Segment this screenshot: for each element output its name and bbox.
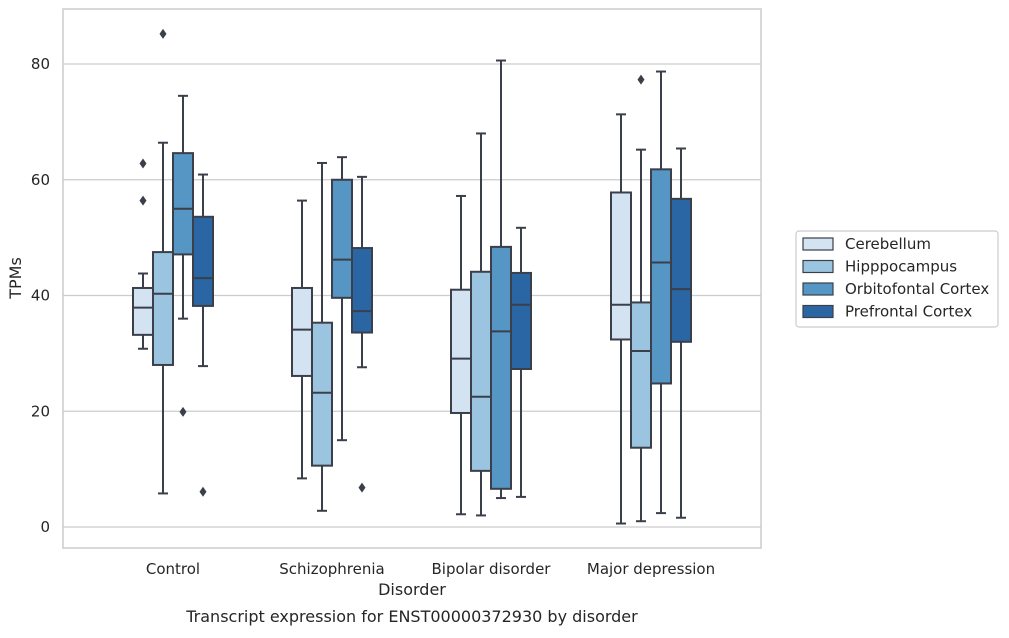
outlier-point [139,195,147,206]
box-iqr [510,271,532,371]
y-tick-label: 0 [40,518,50,536]
y-tick-label: 20 [31,402,50,420]
box-iqr [152,251,174,366]
box-iqr [311,321,333,467]
box-hipppocampus-major-depression [630,74,652,523]
box-iqr [172,152,194,256]
box-orbitofontal-cortex-schizophrenia [331,156,353,442]
box-iqr [610,191,632,341]
box-hipppocampus-bipolar-disorder [470,132,492,517]
x-tick-label: Major depression [587,560,715,578]
box-cerebellum-major-depression [610,113,632,525]
boxes [132,28,692,525]
box-iqr [670,197,692,343]
legend-label: Orbitofontal Cortex [845,280,989,298]
box-orbitofontal-cortex-control [172,94,194,417]
legend: Cerebellum Hipppocampus Orbitofontal Corte… [795,230,999,328]
box-cerebellum-control [132,158,154,350]
box-iqr [291,286,313,377]
box-cerebellum-schizophrenia [291,199,313,480]
outlier-point [159,28,167,39]
box-iqr [351,247,373,334]
y-tick-label: 80 [31,55,50,73]
y-tick-label: 60 [31,171,50,189]
box-iqr [630,301,652,449]
box-cerebellum-bipolar-disorder [450,194,472,516]
box-prefrontal-cortex-major-depression [670,147,692,519]
chart-caption: Transcript expression for ENST0000037293… [185,607,638,626]
legend-label: Hipppocampus [845,258,957,276]
outlier-point [199,486,207,497]
outlier-point [179,406,187,417]
outlier-point [637,74,645,85]
box-orbitofontal-cortex-major-depression [650,70,672,515]
legend-label: Cerebellum [845,235,931,253]
box-iqr [331,178,353,299]
outlier-point [139,158,147,169]
box-iqr [450,288,472,414]
legend-swatch [802,304,834,319]
y-tick-label: 40 [31,287,50,305]
x-axis-label: Disorder [378,580,446,599]
box-iqr [470,270,492,472]
legend-swatch [802,259,834,274]
legend-frame [795,230,999,328]
y-tick-labels: 0 20 40 60 80 [31,55,50,536]
box-orbitofontal-cortex-bipolar-disorder [490,59,512,500]
legend-swatch [802,237,834,251]
box-iqr [650,168,672,385]
box-prefrontal-cortex-schizophrenia [351,175,373,493]
x-tick-label: Bipolar disorder [432,560,552,578]
x-tick-labels: Control Schizophrenia Bipolar disorder Majo… [146,560,715,578]
box-prefrontal-cortex-bipolar-disorder [510,226,532,498]
x-tick-label: Control [146,560,200,578]
x-tick-label: Schizophrenia [279,560,384,578]
box-iqr [490,245,512,490]
box-hipppocampus-schizophrenia [311,161,333,512]
y-axis-label: TPMs [6,257,25,300]
box-hipppocampus-control [152,28,174,495]
outlier-point [358,482,366,493]
box-prefrontal-cortex-control [192,173,214,497]
box-iqr [192,215,214,307]
box-iqr [132,286,154,336]
legend-swatch [802,282,834,296]
legend-label: Prefrontal Cortex [845,303,972,321]
plot-frame [62,8,762,549]
